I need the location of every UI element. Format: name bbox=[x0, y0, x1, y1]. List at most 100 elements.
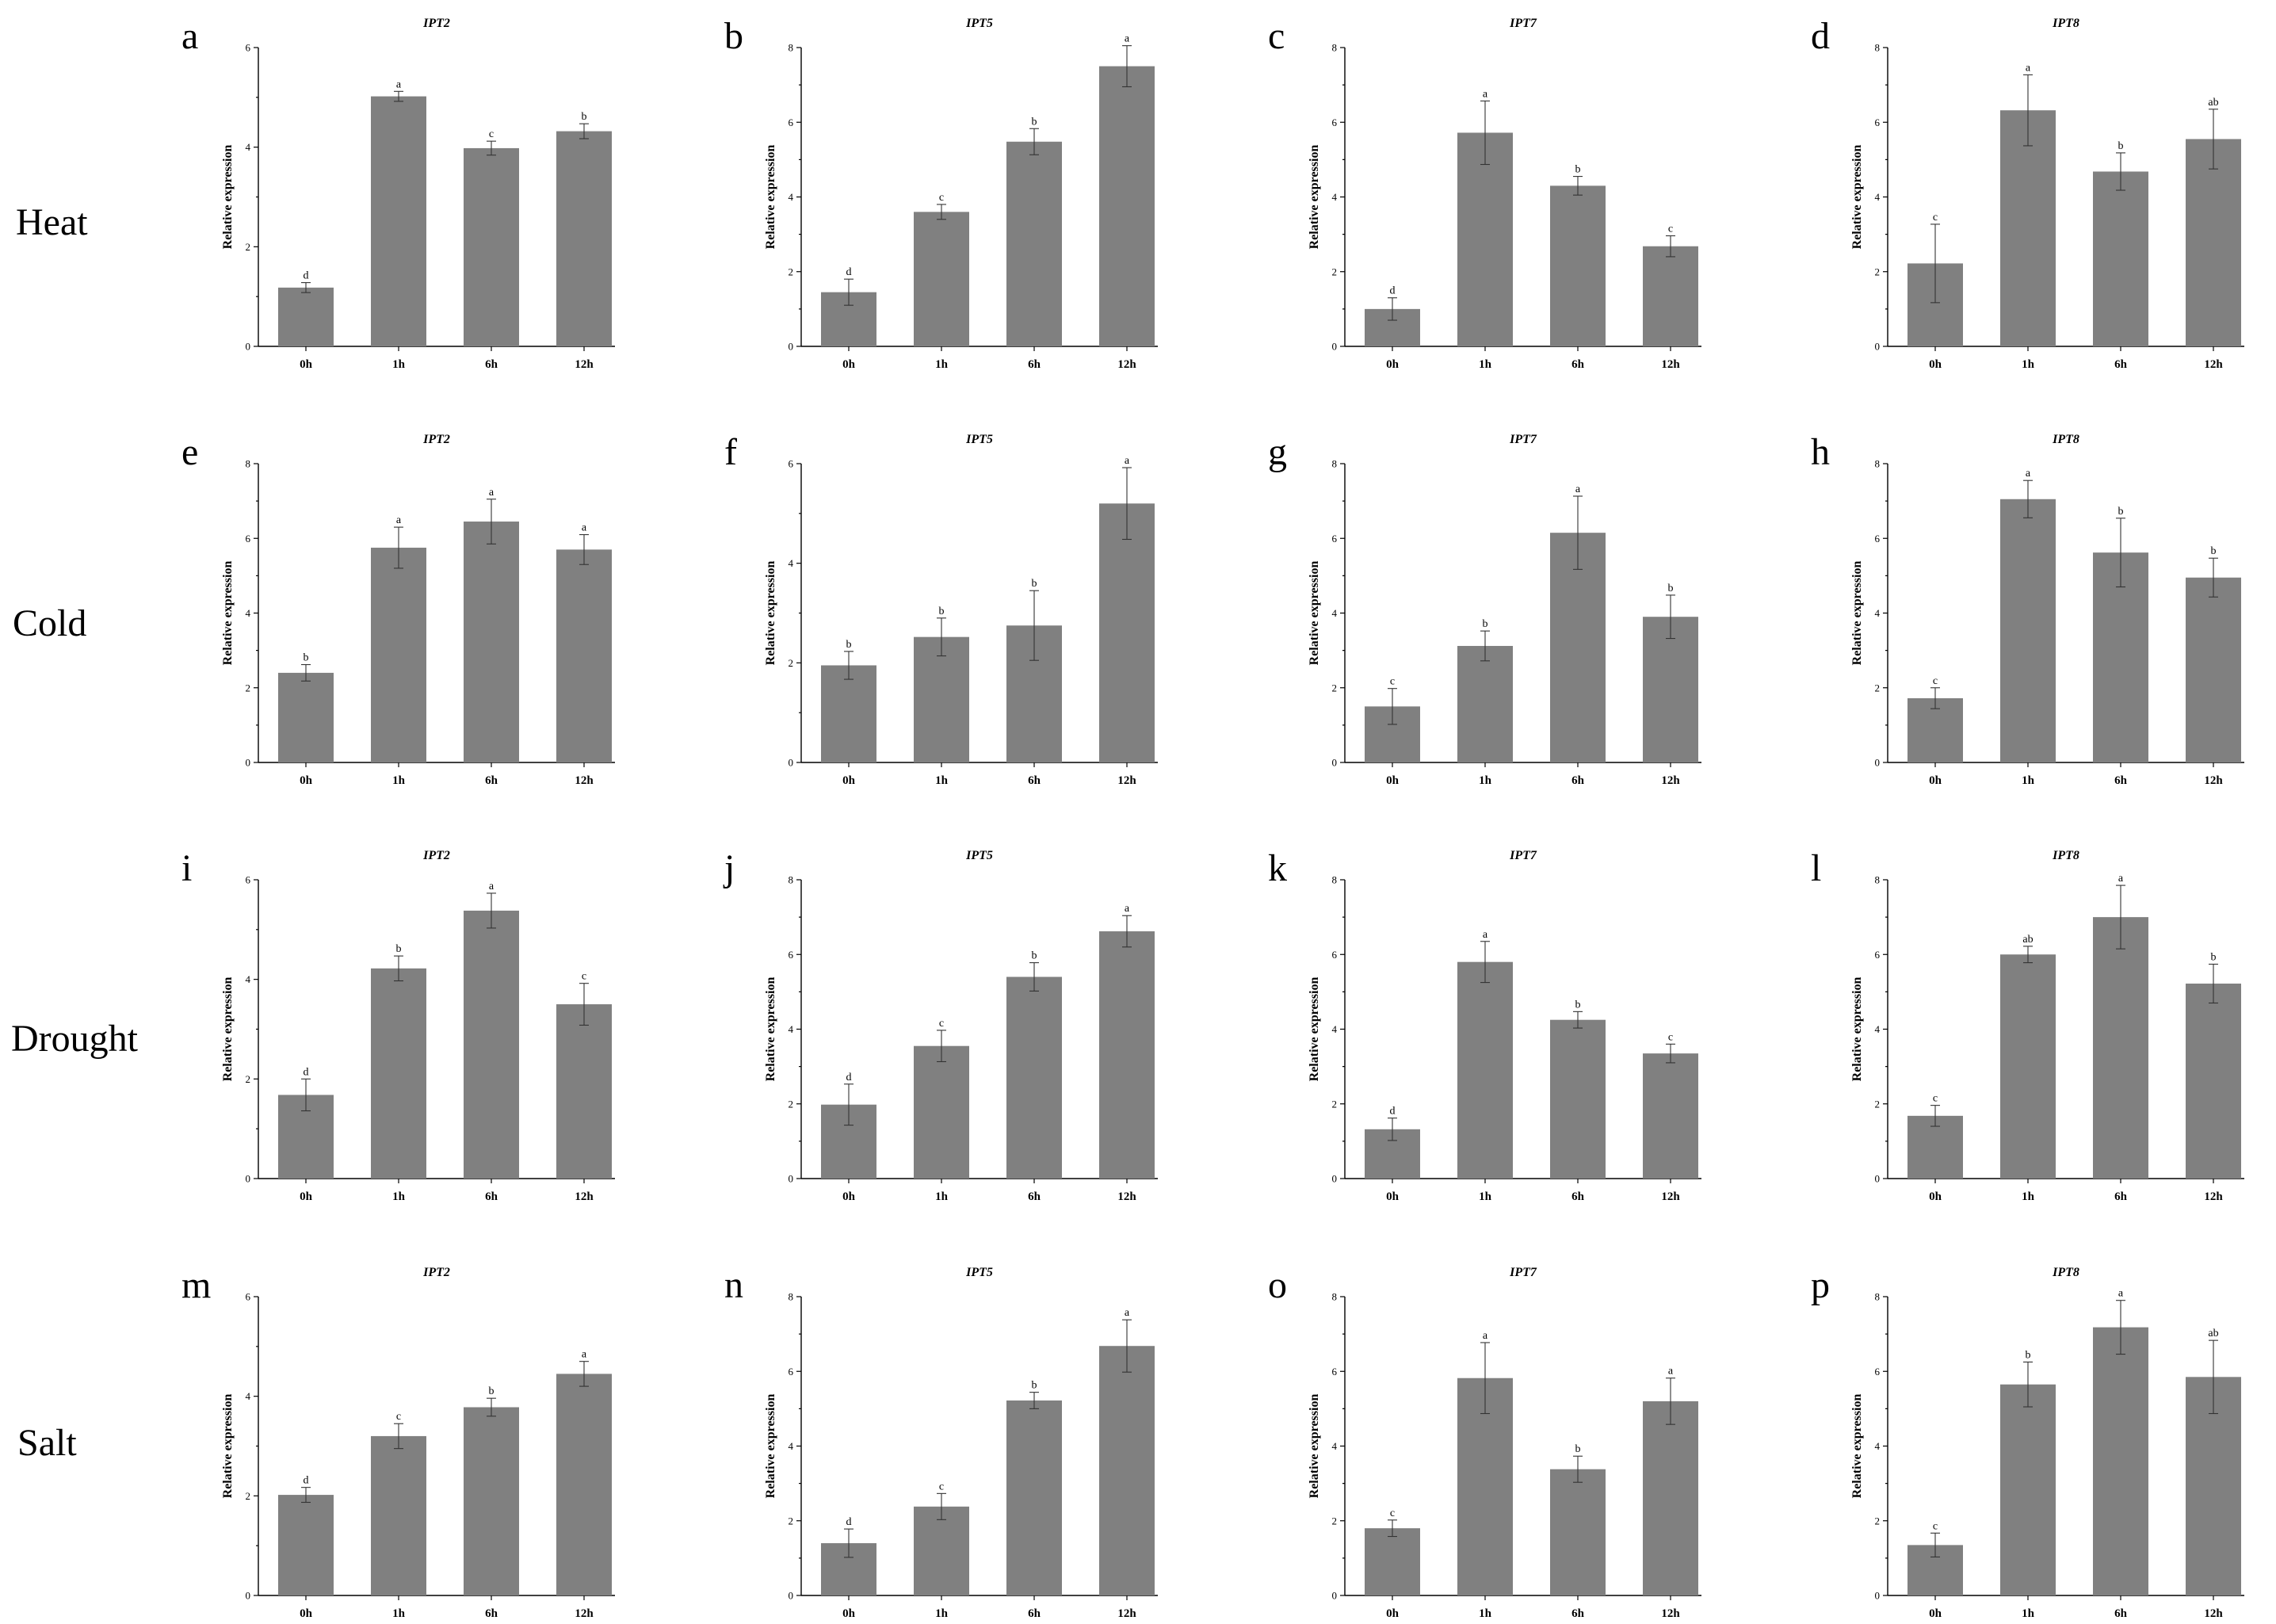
significance-label: a bbox=[489, 881, 495, 892]
bar-12h bbox=[556, 1374, 612, 1595]
significance-label: d bbox=[846, 1072, 852, 1083]
significance-label: b bbox=[2118, 506, 2124, 518]
bar-1h bbox=[2000, 1384, 2056, 1595]
significance-label: b bbox=[846, 639, 852, 651]
significance-label: a bbox=[2118, 1288, 2124, 1300]
x-tick-label: 1h bbox=[935, 774, 949, 787]
significance-label: a bbox=[1125, 903, 1130, 915]
bar-1h bbox=[371, 96, 426, 347]
significance-label: a bbox=[1668, 1366, 1674, 1378]
y-tick-label: 6 bbox=[789, 1366, 794, 1378]
y-tick-label: 8 bbox=[1875, 42, 1881, 54]
y-tick-label: 2 bbox=[246, 682, 251, 694]
x-tick-label: 12h bbox=[575, 358, 594, 371]
x-tick-label: 1h bbox=[1479, 358, 1492, 371]
significance-label: b bbox=[1575, 999, 1581, 1011]
y-tick-label: 0 bbox=[246, 1173, 251, 1185]
y-tick-label: 0 bbox=[1875, 341, 1881, 353]
bar-6h bbox=[2093, 917, 2148, 1179]
y-axis-label: Relative expression bbox=[764, 145, 777, 250]
bar-6h bbox=[464, 147, 519, 346]
y-tick-label: 6 bbox=[1875, 533, 1881, 545]
y-tick-label: 8 bbox=[789, 42, 794, 54]
significance-label: d bbox=[1390, 285, 1396, 297]
significance-label: b bbox=[582, 111, 587, 123]
panel-letter: n bbox=[724, 1264, 743, 1306]
y-axis-label: Relative expression bbox=[1308, 1394, 1321, 1499]
y-tick-label: 6 bbox=[1875, 949, 1881, 961]
x-tick-label: 12h bbox=[575, 1607, 594, 1620]
significance-label: a bbox=[396, 78, 402, 90]
significance-label: a bbox=[1125, 33, 1130, 45]
y-tick-label: 4 bbox=[789, 1440, 794, 1452]
significance-label: b bbox=[1032, 116, 1037, 128]
y-tick-label: 4 bbox=[246, 607, 251, 619]
panel-letter: d bbox=[1811, 15, 1830, 57]
bar-12h bbox=[1099, 66, 1155, 346]
x-tick-label: 1h bbox=[2022, 1190, 2035, 1203]
x-tick-label: 0h bbox=[842, 1607, 856, 1620]
x-tick-label: 12h bbox=[1117, 1607, 1136, 1620]
bar-1h bbox=[371, 968, 426, 1179]
y-axis-label: Relative expression bbox=[221, 145, 235, 250]
y-tick-label: 8 bbox=[1332, 1291, 1338, 1303]
y-axis-label: Relative expression bbox=[1850, 977, 1864, 1082]
y-tick-label: 4 bbox=[1875, 1023, 1881, 1035]
x-tick-label: 0h bbox=[1386, 774, 1400, 787]
significance-label: a bbox=[1575, 483, 1581, 495]
significance-label: a bbox=[2026, 62, 2031, 74]
significance-label: ab bbox=[2208, 97, 2218, 109]
significance-label: c bbox=[1390, 1507, 1395, 1519]
panel-p: p IPT8 Relative expression 0 2 4 6 8 c 0h b 1h a 6h ab… bbox=[1811, 1264, 2244, 1620]
significance-label: a bbox=[489, 487, 495, 499]
gene-title: IPT8 bbox=[2052, 433, 2079, 446]
x-tick-label: 0h bbox=[842, 1190, 856, 1203]
y-axis-label: Relative expression bbox=[221, 561, 235, 666]
panel-o: o IPT7 Relative expression 0 2 4 6 8 c 0h a 1h b 6h a 1… bbox=[1268, 1264, 1701, 1620]
significance-label: d bbox=[304, 1066, 309, 1078]
y-tick-label: 6 bbox=[789, 458, 794, 470]
bar-1h bbox=[1457, 645, 1513, 762]
panel-letter: p bbox=[1811, 1264, 1830, 1306]
significance-label: c bbox=[1933, 675, 1938, 687]
x-tick-label: 0h bbox=[842, 774, 856, 787]
x-tick-label: 1h bbox=[392, 358, 406, 371]
panel-f: f IPT5 Relative expression 0 2 4 6 b 0h b 1h b 6h a 12… bbox=[724, 431, 1158, 787]
y-tick-label: 0 bbox=[1332, 341, 1338, 353]
y-tick-label: 0 bbox=[1875, 757, 1881, 769]
bar-6h bbox=[1550, 1019, 1606, 1179]
y-tick-label: 4 bbox=[789, 557, 794, 569]
bar-0h bbox=[821, 665, 876, 762]
y-tick-label: 4 bbox=[1332, 191, 1338, 203]
x-tick-label: 12h bbox=[1117, 774, 1136, 787]
bar-1h bbox=[914, 636, 969, 762]
panel-l: l IPT8 Relative expression 0 2 4 6 8 c 0h ab 1h a 6h b… bbox=[1811, 847, 2244, 1203]
panel-letter: l bbox=[1811, 847, 1821, 889]
y-tick-label: 6 bbox=[1875, 1366, 1881, 1378]
y-tick-label: 0 bbox=[789, 1590, 794, 1602]
significance-label: c bbox=[582, 971, 586, 983]
significance-label: c bbox=[1933, 1093, 1938, 1105]
x-tick-label: 6h bbox=[2114, 774, 2128, 787]
significance-label: c bbox=[1933, 212, 1938, 224]
panel-letter: k bbox=[1268, 847, 1287, 889]
x-tick-label: 6h bbox=[485, 774, 498, 787]
significance-label: a bbox=[1483, 929, 1488, 941]
y-tick-label: 0 bbox=[246, 1590, 251, 1602]
x-tick-label: 12h bbox=[1661, 358, 1680, 371]
y-tick-label: 4 bbox=[1875, 1440, 1881, 1452]
x-tick-label: 6h bbox=[2114, 1190, 2128, 1203]
gene-title: IPT7 bbox=[1509, 17, 1537, 30]
bar-6h bbox=[464, 522, 519, 762]
bar-1h bbox=[2000, 954, 2056, 1179]
y-axis-label: Relative expression bbox=[764, 977, 777, 1082]
significance-label: a bbox=[2118, 873, 2124, 885]
bar-6h bbox=[2093, 552, 2148, 762]
x-tick-label: 6h bbox=[1028, 358, 1041, 371]
y-tick-label: 4 bbox=[1875, 607, 1881, 619]
bar-1h bbox=[1457, 961, 1513, 1179]
y-tick-label: 2 bbox=[789, 266, 794, 277]
panel-letter: a bbox=[181, 15, 198, 57]
